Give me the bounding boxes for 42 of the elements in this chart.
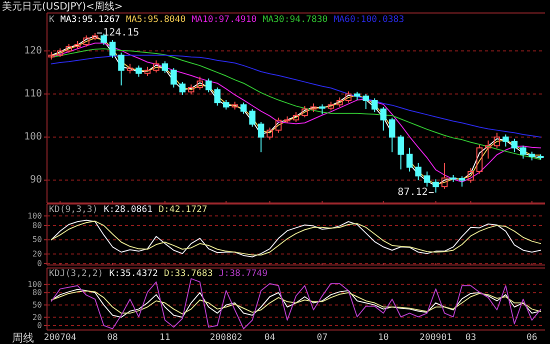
x-tick-label: 04	[264, 333, 276, 343]
y-tick-label: 0	[37, 259, 42, 268]
chart-title: KDJ(3,2,2)	[49, 269, 104, 279]
text: MA60:100.0383	[334, 15, 404, 25]
y-tick-label: 100	[28, 280, 42, 289]
series-label: K:35.4372	[109, 269, 158, 279]
y-tick-label: 0	[37, 320, 42, 330]
text: MA10:97.4910	[192, 15, 257, 25]
y-tick-label: 120	[24, 45, 42, 56]
x-tick-label: 10	[378, 333, 389, 343]
annotation: 87.12	[398, 187, 428, 198]
x-tick-label: 08	[107, 333, 118, 343]
x-tick-label: 200704	[44, 333, 76, 343]
y-tick-label: 90	[30, 174, 42, 186]
y-tick-label: 100	[24, 132, 42, 143]
text: D:42.1727	[158, 205, 208, 215]
x-tick-label: 11	[160, 333, 170, 343]
annotation: K	[49, 15, 55, 25]
series-label: K:28.0861	[104, 205, 153, 215]
text: MA5:95.8040	[126, 15, 186, 25]
y-tick-label: 80	[32, 220, 42, 230]
annotation: 124.15	[103, 28, 140, 39]
line-series	[50, 278, 542, 330]
text: D:33.7683	[164, 269, 213, 279]
series-label: J:38.7749	[218, 269, 268, 279]
x-tick-label: 07	[316, 333, 328, 343]
x-tick-label: 200802	[210, 333, 242, 343]
y-tick-label: 100	[28, 211, 42, 220]
text: MA30:94.7830	[262, 15, 328, 25]
series-label: MA3:95.1267	[60, 15, 120, 25]
y-tick-label: 50	[32, 300, 42, 310]
y-tick-label: 20	[32, 312, 42, 322]
x-tick-label: 03	[465, 333, 476, 343]
y-tick-label: 110	[24, 88, 42, 100]
y-tick-label: 50	[32, 235, 42, 244]
x-axis-title: 周线	[12, 332, 34, 344]
x-tick-label: 200901	[420, 333, 452, 343]
x-tick-label: 06	[526, 333, 538, 343]
chart-title: 美元日元(USDJPY)<周线>	[2, 0, 123, 12]
y-tick-label: 20	[32, 250, 42, 259]
y-tick-label: 80	[32, 288, 42, 298]
chart-title: KD(9,3,3)	[49, 205, 98, 215]
